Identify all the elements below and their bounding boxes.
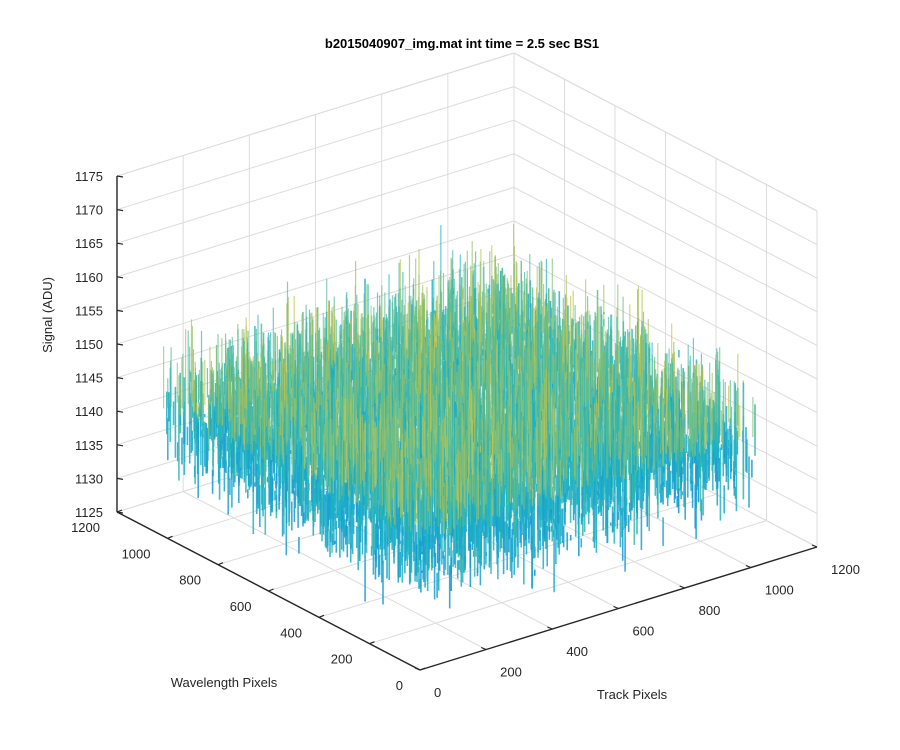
wall-grid-line <box>513 86 818 246</box>
wall-grid-line <box>513 186 818 346</box>
wall-grid-line <box>116 153 515 278</box>
wall-grid-line <box>513 119 818 279</box>
box-edge <box>513 52 818 212</box>
wall-grid-line <box>116 119 515 244</box>
wall-grid-line <box>513 220 818 380</box>
wall-grid-line <box>116 220 515 345</box>
wall-grid-line <box>116 86 515 211</box>
floor-grid-line <box>369 520 767 645</box>
wall-grid-line <box>513 254 818 414</box>
surface-mesh <box>163 223 756 609</box>
wall-grid-line <box>116 186 515 311</box>
wall-grid-line <box>513 153 818 313</box>
box-edge <box>116 52 515 177</box>
